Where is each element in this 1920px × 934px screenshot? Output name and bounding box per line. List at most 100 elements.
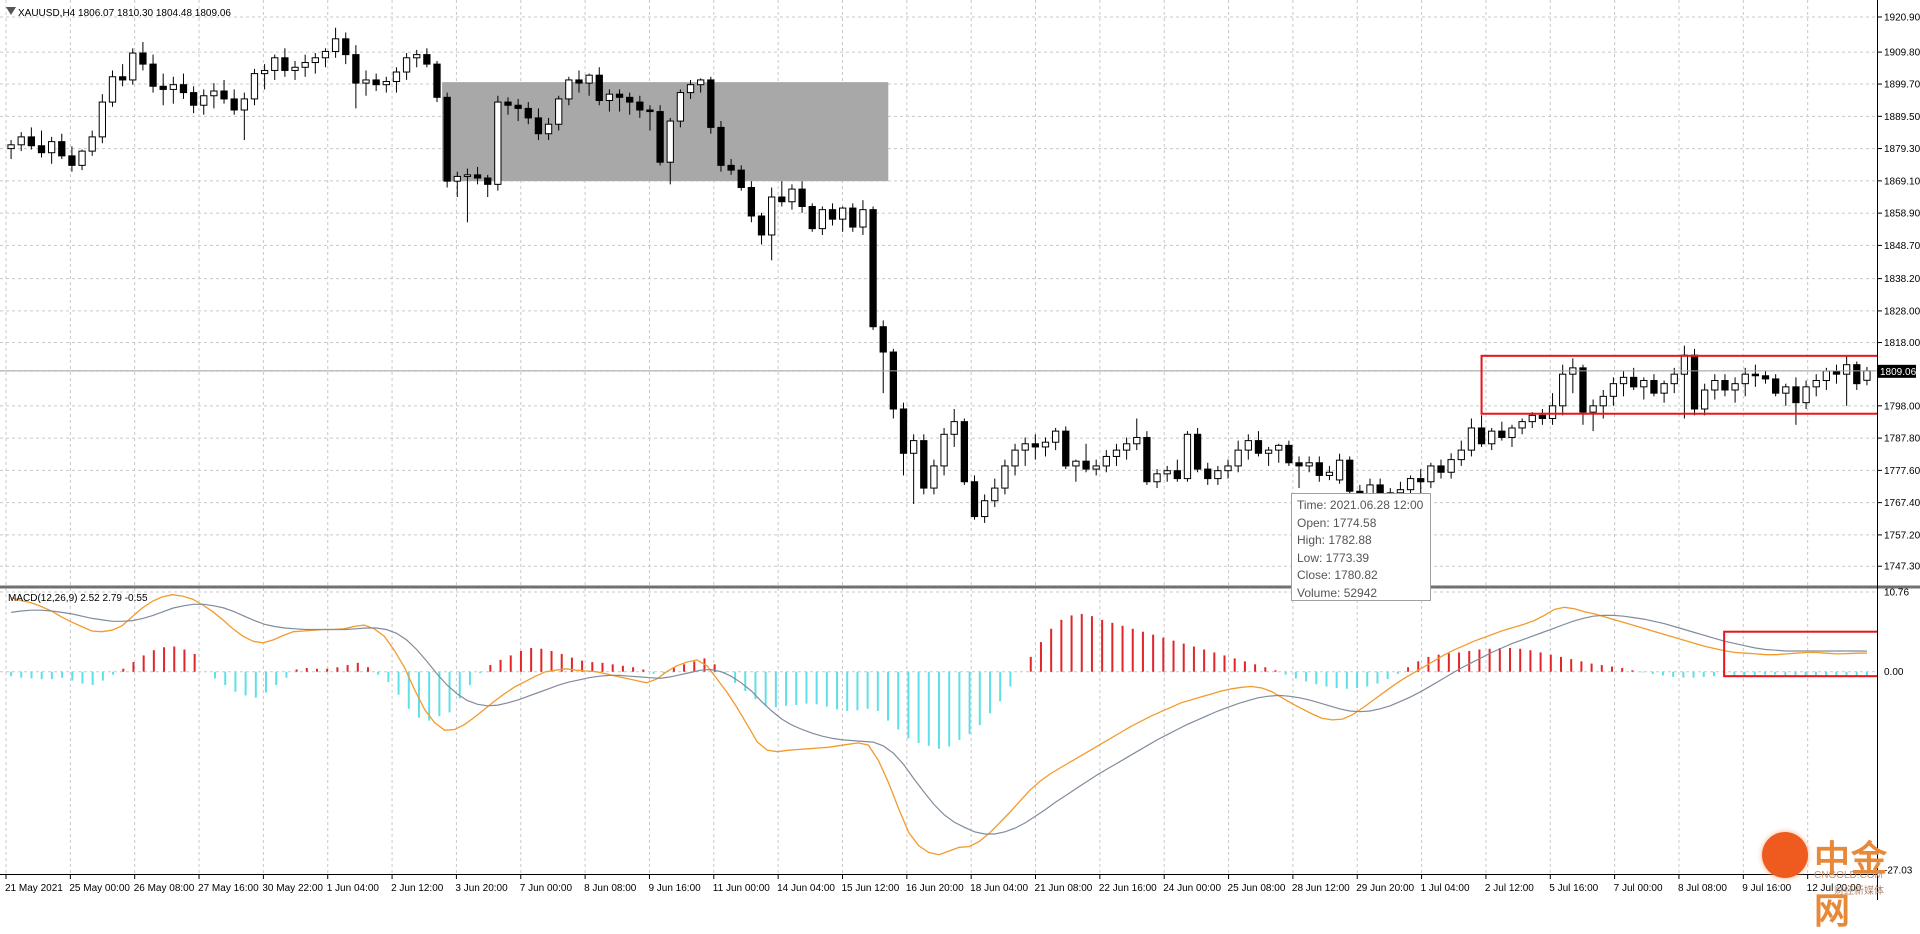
candle — [1468, 428, 1474, 450]
candle — [434, 64, 440, 97]
candle — [1620, 377, 1626, 383]
candle — [1702, 390, 1708, 409]
candle — [586, 75, 592, 83]
candle — [1590, 406, 1596, 412]
candle — [231, 99, 237, 110]
tooltip-close: Close: 1780.82 — [1297, 567, 1425, 585]
candle — [1316, 463, 1322, 476]
candle — [1793, 387, 1799, 403]
candle — [1083, 461, 1089, 469]
candle — [1042, 442, 1048, 447]
candle — [464, 175, 470, 177]
candle — [566, 80, 572, 99]
time-tick-label: 28 Jun 12:00 — [1292, 883, 1350, 894]
time-tick-label: 2 Jun 12:00 — [391, 883, 444, 894]
candle — [1691, 355, 1697, 409]
time-tick-label: 7 Jul 00:00 — [1614, 883, 1663, 894]
candle — [616, 94, 622, 97]
candle — [971, 482, 977, 517]
tooltip-volume: Volume: 52942 — [1297, 585, 1425, 603]
candle — [769, 197, 775, 235]
candle — [1833, 371, 1839, 374]
candle — [89, 137, 95, 151]
candle — [1184, 434, 1190, 478]
candle — [322, 51, 328, 57]
candle — [1154, 474, 1160, 482]
candle — [961, 422, 967, 482]
candle — [1489, 431, 1495, 444]
candle — [1722, 381, 1728, 390]
logo-tagline: 财经新媒体 — [1834, 882, 1884, 897]
candle — [941, 434, 947, 466]
candle — [1509, 428, 1515, 437]
time-tick-label: 16 Jun 20:00 — [906, 883, 964, 894]
gray-consolidation-zone — [442, 82, 888, 181]
candle — [1002, 466, 1008, 488]
candle — [363, 80, 369, 83]
candle — [48, 142, 54, 153]
candle — [1580, 368, 1586, 412]
candle — [251, 74, 257, 99]
price-tick-label: 1909.80 — [1884, 48, 1920, 59]
price-tick-label: 1920.90 — [1884, 12, 1920, 23]
candle — [1600, 396, 1606, 405]
tooltip-high: High: 1782.88 — [1297, 532, 1425, 550]
candle — [738, 170, 744, 187]
candle — [657, 112, 663, 163]
price-tick-label: 1818.00 — [1884, 338, 1920, 349]
time-tick-label: 8 Jul 08:00 — [1678, 883, 1727, 894]
candle — [1306, 463, 1312, 466]
candle — [130, 53, 136, 80]
candle — [1205, 469, 1211, 478]
candle — [1712, 381, 1718, 390]
candle — [383, 82, 389, 85]
chart-canvas: 1920.901909.801899.701889.501879.301869.… — [0, 0, 1920, 900]
candle — [1549, 406, 1555, 419]
candle — [900, 409, 906, 453]
candle — [951, 422, 957, 435]
time-tick-label: 1 Jul 04:00 — [1421, 883, 1470, 894]
time-tick-label: 25 May 00:00 — [69, 883, 130, 894]
time-tick-label: 8 Jun 08:00 — [584, 883, 637, 894]
candle — [1783, 387, 1789, 393]
candle — [8, 145, 14, 149]
candle — [1448, 460, 1454, 473]
candle — [272, 58, 278, 71]
price-tick-label: 1848.70 — [1884, 241, 1920, 252]
candle — [981, 501, 987, 517]
time-tick-label: 30 May 22:00 — [262, 883, 323, 894]
candle — [1651, 381, 1657, 394]
candle — [1519, 422, 1525, 428]
candle — [241, 99, 247, 110]
candle — [1641, 381, 1647, 387]
candle — [28, 137, 34, 146]
candle — [1103, 456, 1109, 465]
candle — [1428, 466, 1434, 482]
time-tick-label: 22 Jun 16:00 — [1099, 883, 1157, 894]
candle — [860, 210, 866, 227]
time-tick-label: 9 Jun 16:00 — [648, 883, 701, 894]
candle — [1438, 466, 1444, 472]
candle — [1823, 371, 1829, 380]
candle — [1732, 384, 1738, 390]
candle — [1336, 460, 1342, 480]
price-tick-label: 1869.10 — [1884, 176, 1920, 187]
candle — [1671, 374, 1677, 383]
price-tick-label: 1828.00 — [1884, 306, 1920, 317]
candle — [596, 75, 602, 100]
time-tick-label: 2 Jul 12:00 — [1485, 883, 1534, 894]
candle — [1164, 471, 1170, 474]
candle — [1194, 434, 1200, 469]
candle — [718, 127, 724, 165]
candle — [312, 58, 318, 63]
candle — [79, 151, 85, 165]
candle — [708, 80, 714, 127]
time-tick-label: 18 Jun 04:00 — [970, 883, 1028, 894]
time-tick-label: 25 Jun 08:00 — [1228, 883, 1286, 894]
chart-icon — [6, 7, 16, 15]
candle — [890, 352, 896, 409]
watermark-logo: 中金网 CNGOLD.COM 财经新媒体 — [1762, 826, 1912, 892]
candle — [535, 118, 541, 134]
candle — [109, 77, 115, 102]
candle — [627, 97, 633, 102]
